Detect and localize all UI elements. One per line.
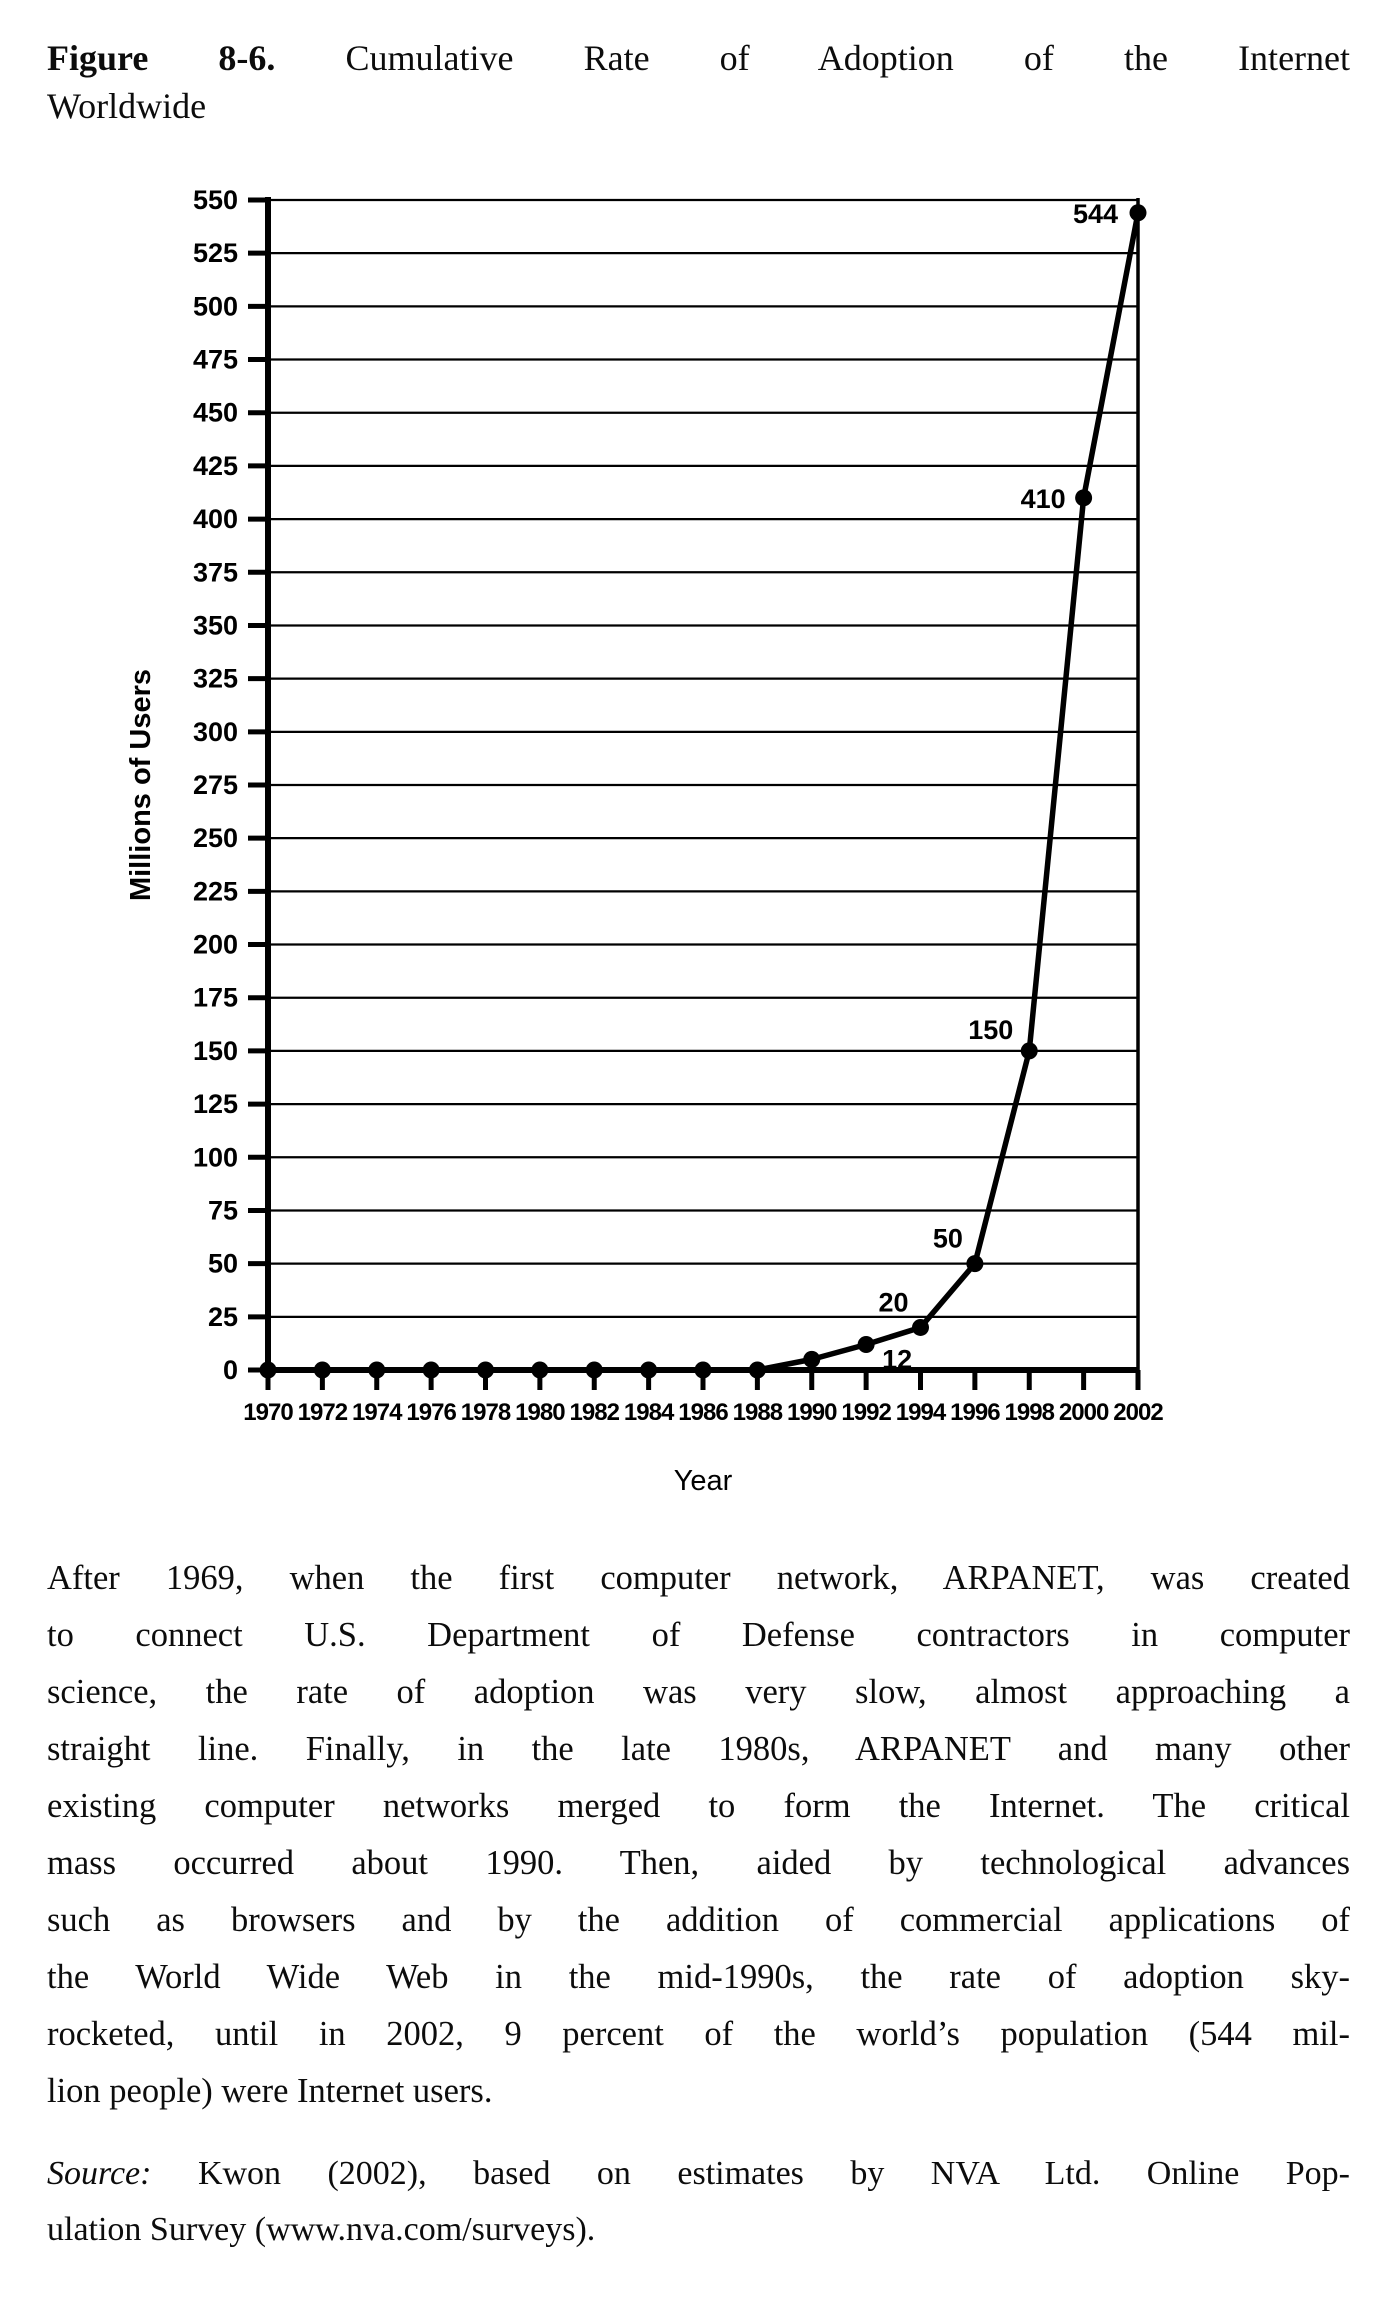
data-point (1075, 489, 1093, 507)
x-tick-label: 1986 (678, 1399, 728, 1426)
x-tick-label: 1984 (624, 1399, 675, 1426)
text-line: straight line. Finally, in the late 1980… (47, 1730, 1350, 1768)
text-line: rocketed, until in 2002, 9 percent of th… (47, 2015, 1350, 2053)
text-line: the World Wide Web in the mid-1990s, the… (47, 1958, 1350, 1996)
y-tick-label: 450 (193, 398, 238, 428)
y-tick-label: 525 (193, 238, 238, 268)
x-tick-label: 1974 (352, 1399, 403, 1426)
figure-caption-line1: Figure 8-6. Cumulative Rate of Adoption … (47, 34, 1350, 82)
x-tick-label: 1982 (570, 1399, 620, 1426)
y-tick-label: 400 (193, 504, 238, 534)
x-tick-label: 2000 (1059, 1399, 1109, 1426)
figure-caption: Figure 8-6. Cumulative Rate of Adoption … (47, 34, 1350, 130)
y-tick-label: 425 (193, 451, 238, 481)
text-line: lion people) were Internet users. (47, 2072, 493, 2110)
body-paragraph: After 1969, when the first computer netw… (47, 1550, 1350, 2120)
data-point (857, 1335, 875, 1353)
text-line: to connect U.S. Department of Defense co… (47, 1616, 1350, 1654)
source-label: Source: (47, 2155, 152, 2192)
y-tick-label: 325 (193, 664, 238, 694)
x-tick-label: 1990 (787, 1399, 837, 1426)
x-tick-label: 1996 (950, 1399, 1000, 1426)
y-tick-label: 500 (193, 291, 238, 321)
x-tick-label: 1998 (1005, 1399, 1055, 1426)
data-point (531, 1361, 549, 1379)
y-tick-label: 375 (193, 557, 238, 587)
source-line1: Source: Kwon (2002), based on estimates … (47, 2146, 1350, 2202)
source-text-part1: Kwon (2002), based on estimates by NVA L… (197, 2155, 1350, 2192)
line-path (268, 212, 1141, 1373)
y-axis-title: Millions of Users (125, 669, 157, 901)
y-tick-label: 75 (208, 1195, 238, 1225)
x-tick-label: 1992 (841, 1399, 891, 1426)
y-tick-label: 300 (193, 717, 238, 747)
y-tick-label: 225 (193, 876, 238, 906)
data-point (803, 1350, 821, 1368)
x-tick-label: 1988 (733, 1399, 783, 1426)
data-point-label: 20 (878, 1287, 908, 1317)
y-tick-label: 200 (193, 930, 238, 960)
data-point-label: 12 (882, 1344, 912, 1374)
data-point-label: 150 (968, 1015, 1013, 1045)
data-point (368, 1361, 386, 1379)
data-point (477, 1361, 494, 1379)
text-line: mass occurred about 1990. Then, aided by… (47, 1844, 1350, 1882)
figure-title-part1: Cumulative Rate of Adoption of the Inter… (345, 38, 1350, 78)
x-tick-label: 1976 (406, 1399, 456, 1426)
y-tick-label: 275 (193, 770, 238, 800)
y-tick-label: 550 (193, 185, 238, 215)
y-tick-label: 0 (223, 1355, 238, 1385)
data-point (966, 1255, 984, 1273)
y-tick-label: 125 (193, 1089, 238, 1119)
data-point (422, 1361, 440, 1379)
x-axis-title: Year (674, 1465, 733, 1497)
data-point (748, 1361, 766, 1379)
figure-number: Figure 8-6. (47, 38, 276, 78)
figure-caption-line2: Worldwide (47, 86, 207, 126)
x-tick-label: 1978 (461, 1399, 511, 1426)
adoption-line-chart: 0 25 50 75 100 125 150 175 200 225 250 275 300 325 350… (125, 185, 1164, 1497)
data-point-label: 410 (1021, 484, 1066, 514)
y-tick-label: 50 (208, 1249, 238, 1279)
data-point (259, 1361, 277, 1379)
text-line: After 1969, when the first computer netw… (47, 1559, 1350, 1597)
y-tick-label: 475 (193, 345, 238, 375)
x-tick-label: 1994 (896, 1399, 947, 1426)
x-tick-label: 2002 (1113, 1399, 1163, 1426)
y-tick-label: 25 (208, 1302, 238, 1332)
y-tick-label: 250 (193, 823, 238, 853)
text-line: such as browsers and by the addition of … (47, 1901, 1350, 1939)
data-point (1129, 204, 1147, 222)
data-point (585, 1361, 603, 1379)
y-tick-label: 350 (193, 610, 238, 640)
x-tick-label: 1970 (243, 1399, 293, 1426)
x-tick-label: 1972 (298, 1399, 348, 1426)
data-point (912, 1318, 929, 1336)
source-note: Source: Kwon (2002), based on estimates … (47, 2146, 1350, 2258)
source-line2: ulation Survey (www.nva.com/surveys). (47, 2211, 596, 2248)
x-tick-label: 1980 (515, 1399, 565, 1426)
data-point (640, 1361, 658, 1379)
y-tick-label: 150 (193, 1036, 238, 1066)
data-point-label: 50 (933, 1224, 963, 1254)
text-line: science, the rate of adoption was very s… (47, 1673, 1350, 1711)
y-tick-label: 175 (193, 983, 238, 1013)
data-point (1020, 1042, 1038, 1060)
text-line: existing computer networks merged to for… (47, 1787, 1350, 1825)
y-tick-label: 100 (193, 1142, 238, 1172)
data-point-label: 544 (1073, 199, 1118, 229)
data-point (313, 1361, 331, 1379)
data-point (694, 1361, 712, 1379)
